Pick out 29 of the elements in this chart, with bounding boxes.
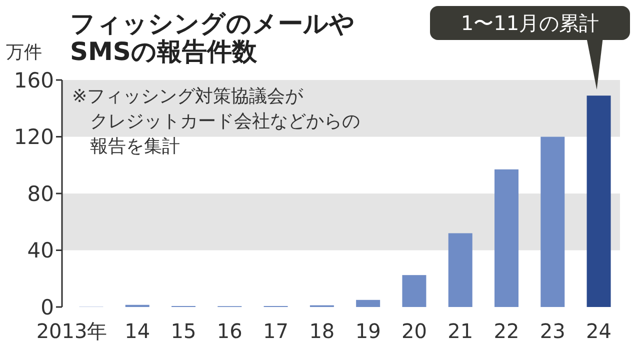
y-tick-label: 0	[40, 295, 54, 320]
x-tick-label: 17	[263, 319, 289, 343]
annotation: クレジットカード会社などからの	[90, 111, 360, 132]
x-tick-label: 15	[170, 319, 196, 343]
x-tick-label: 2013年	[36, 319, 108, 343]
x-tick-label: 22	[494, 319, 520, 343]
chart-title: フィッシングのメールや SMSの報告件数	[70, 9, 355, 66]
y-tick-label: 40	[27, 238, 54, 263]
y-tick-label: 80	[27, 182, 54, 206]
annotation: 報告を集計	[90, 136, 180, 157]
x-tick-label: 16	[216, 319, 242, 343]
x-tick-label: 21	[448, 319, 474, 343]
x-tick-label: 18	[309, 319, 335, 343]
bar	[494, 169, 518, 307]
bar	[402, 275, 426, 307]
bar	[448, 233, 472, 307]
y-tick-label: 160	[14, 68, 54, 92]
bar	[586, 96, 611, 307]
y-tick-label: 120	[14, 125, 54, 150]
annotation: 1〜11月の累計	[460, 11, 600, 35]
x-tick-label: 24	[586, 319, 612, 343]
bar	[540, 136, 565, 307]
bar	[356, 300, 380, 307]
y-axis-title: 万件	[6, 42, 42, 63]
annotation: ※フィッシング対策協議会が	[72, 86, 304, 107]
x-tick-label: 23	[540, 319, 566, 343]
x-tick-label: 14	[124, 319, 150, 343]
x-tick-label: 20	[401, 319, 427, 343]
x-tick-label: 19	[355, 319, 381, 343]
